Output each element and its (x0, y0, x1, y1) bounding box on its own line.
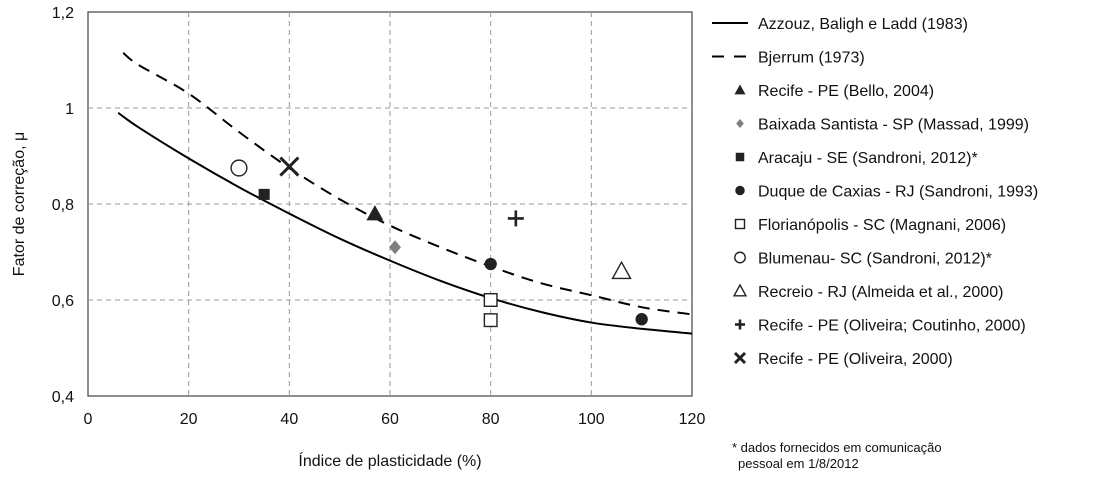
marker-layer (230, 156, 648, 328)
legend-label-3: Baixada Santista - SP (Massad, 1999) (758, 117, 1029, 134)
legend-marker-7 (734, 251, 746, 264)
legend-label-1: Bjerrum (1973) (758, 50, 865, 67)
x-axis-title: Índice de plasticidade (%) (298, 451, 481, 470)
data-point-4 (258, 188, 270, 200)
series-curve-0 (117, 111, 693, 335)
legend-marker-3 (736, 119, 744, 128)
curve-layer (117, 52, 693, 335)
y-tick-label: 1 (65, 101, 74, 118)
cross-b (733, 351, 747, 365)
legend-marker-6 (734, 218, 746, 230)
tick-labels: 0 20 40 60 80 100 120 0,4 0,6 0,8 1 1,2 (52, 5, 706, 428)
data-point-2 (366, 205, 384, 221)
y-axis-title: Fator de correção, μ (11, 132, 28, 276)
data-point-9 (507, 210, 524, 227)
legend-label-4: Aracaju - SE (Sandroni, 2012)* (758, 150, 978, 167)
legend-marker-8 (732, 283, 748, 297)
data-point-6 (483, 293, 498, 308)
x-tick-label: 60 (381, 411, 399, 428)
data-point-7 (230, 159, 248, 177)
x-tick-label: 40 (280, 411, 298, 428)
y-tick-label: 0,6 (52, 293, 74, 310)
legend-label-9: Recife - PE (Oliveira; Coutinho, 2000) (758, 318, 1026, 335)
legend-label-2: Recife - PE (Bello, 2004) (758, 83, 934, 100)
legend-marker-10 (733, 351, 747, 365)
legend-label-5: Duque de Caxias - RJ (Sandroni, 1993) (758, 184, 1038, 201)
footnote-line-1: * dados fornecidos em comunicação (732, 440, 942, 455)
x-tick-label: 80 (482, 411, 500, 428)
y-tick-label: 1,2 (52, 5, 74, 22)
x-tick-label: 0 (84, 411, 93, 428)
data-point-5 (484, 257, 497, 271)
legend-marker-9 (735, 319, 745, 330)
legend: Azzouz, Baligh e Ladd (1983) Bjerrum (197… (712, 16, 1038, 368)
data-point-5 (635, 313, 648, 326)
x-tick-label: 20 (180, 411, 198, 428)
legend-label-8: Recreio - RJ (Almeida et al., 2000) (758, 284, 1003, 301)
series-curve-1 (122, 52, 693, 316)
x-tick-label: 120 (679, 411, 706, 428)
data-point-6 (483, 313, 498, 328)
y-tick-label: 0,4 (52, 389, 74, 406)
legend-marker-2 (734, 84, 746, 95)
cross-b (279, 156, 300, 177)
grid-lines (88, 12, 692, 396)
data-point-3 (389, 240, 401, 255)
legend-label-0: Azzouz, Baligh e Ladd (1983) (758, 16, 968, 33)
legend-marker-4 (735, 152, 745, 162)
legend-label-6: Florianópolis - SC (Magnani, 2006) (758, 217, 1006, 234)
data-point-10 (279, 156, 300, 177)
footnote-line-2: pessoal em 1/8/2012 (738, 456, 859, 471)
legend-label-10: Recife - PE (Oliveira, 2000) (758, 351, 953, 368)
x-tick-label: 100 (578, 411, 605, 428)
legend-label-7: Blumenau- SC (Sandroni, 2012)* (758, 251, 992, 268)
data-point-8 (611, 260, 632, 280)
legend-marker-5 (735, 185, 745, 196)
y-tick-label: 0,8 (52, 197, 74, 214)
